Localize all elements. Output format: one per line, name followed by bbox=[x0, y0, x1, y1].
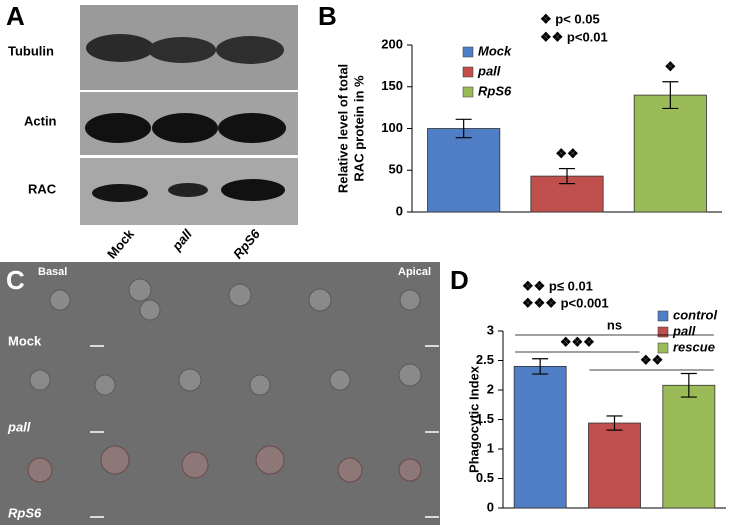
y-tick-label: 3 bbox=[487, 322, 494, 337]
legend-swatch bbox=[657, 326, 669, 338]
legend-swatch bbox=[462, 46, 474, 58]
legend-label: pall bbox=[477, 63, 501, 78]
y-axis-label: RAC protein in % bbox=[351, 75, 366, 182]
y-tick-label: 0.5 bbox=[476, 470, 494, 485]
bar bbox=[588, 422, 641, 509]
row-label: pall bbox=[7, 419, 31, 434]
western-blot bbox=[80, 5, 298, 225]
y-tick-label: 150 bbox=[381, 78, 403, 93]
y-axis-label: Phagocytic Index bbox=[466, 365, 481, 473]
y-tick-label: 0 bbox=[487, 499, 494, 514]
y-tick-label: 1.5 bbox=[476, 411, 494, 426]
panel-label: A bbox=[6, 1, 25, 31]
y-tick-label: 0 bbox=[396, 203, 403, 218]
bar bbox=[633, 94, 707, 213]
legend-swatch bbox=[462, 86, 474, 98]
y-tick-label: 2 bbox=[487, 381, 494, 396]
corner-label: Apical bbox=[398, 266, 431, 278]
blot-lane-label: Mock bbox=[104, 226, 137, 262]
panel-label: B bbox=[318, 1, 337, 31]
bar bbox=[662, 384, 716, 509]
y-tick-label: 200 bbox=[381, 36, 403, 51]
legend-swatch bbox=[657, 310, 669, 322]
legend-label: RpS6 bbox=[478, 83, 512, 98]
row-label: RpS6 bbox=[8, 505, 42, 520]
bar bbox=[513, 365, 567, 509]
legend-swatch bbox=[657, 342, 669, 354]
legend-label: control bbox=[673, 307, 717, 322]
y-axis-label: Relative level of total bbox=[335, 64, 350, 193]
y-tick-label: 2.5 bbox=[476, 352, 494, 367]
y-tick-label: 50 bbox=[389, 162, 403, 177]
comparison-label: ❖❖❖ bbox=[560, 334, 595, 349]
legend-label: pall bbox=[672, 323, 696, 338]
panel-label: C bbox=[6, 265, 25, 295]
blot-lane-label: pall bbox=[168, 226, 195, 254]
comparison-label: ns bbox=[607, 317, 622, 332]
blot-row-label: RAC bbox=[28, 181, 57, 196]
row-label: Mock bbox=[8, 333, 42, 348]
bar bbox=[427, 128, 501, 213]
comparison-label: ❖❖ bbox=[640, 352, 663, 367]
significance-mark: ❖ bbox=[665, 59, 677, 74]
corner-label: Basal bbox=[38, 266, 67, 278]
legend-swatch bbox=[462, 66, 474, 78]
significance-legend: ❖❖ p≤ 0.01 bbox=[522, 278, 593, 293]
y-tick-label: 1 bbox=[487, 440, 494, 455]
significance-legend: ❖ p< 0.05 bbox=[540, 11, 600, 26]
legend-label: rescue bbox=[673, 339, 715, 354]
significance-legend: ❖❖ p<0.01 bbox=[540, 29, 608, 44]
legend-label: Mock bbox=[478, 43, 512, 58]
y-tick-label: 100 bbox=[381, 120, 403, 135]
blot-row-label: Tubulin bbox=[8, 43, 54, 58]
significance-legend: ❖❖❖ p<0.001 bbox=[522, 295, 609, 310]
micrograph-grid bbox=[0, 262, 440, 525]
blot-lane-label: RpS6 bbox=[230, 226, 263, 262]
panel-label: D bbox=[450, 265, 469, 295]
significance-mark: ❖❖ bbox=[555, 146, 578, 161]
blot-row-label: Actin bbox=[24, 113, 57, 128]
